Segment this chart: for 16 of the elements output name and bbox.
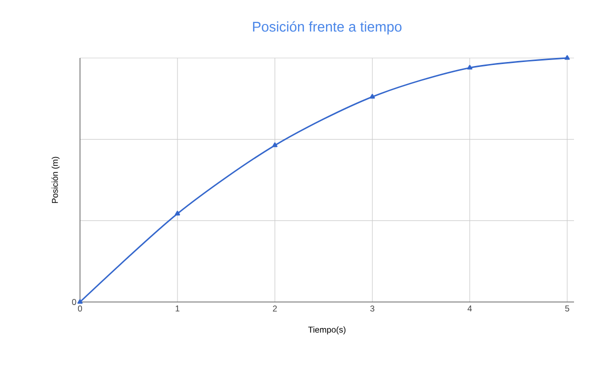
point — [272, 142, 278, 148]
y-axis-title: Posición (m) — [52, 156, 60, 203]
x-tick-label: 4 — [468, 306, 472, 312]
x-tick-label: 3 — [370, 306, 374, 312]
x-tick-label: 2 — [272, 306, 277, 312]
x-tick-label: 5 — [565, 306, 570, 312]
chart-title: Posición frente a tiempo — [253, 21, 402, 34]
x-tick-label: 1 — [176, 306, 180, 312]
point — [467, 64, 472, 70]
point — [77, 299, 83, 304]
text: 0 — [72, 298, 76, 306]
x-tick-label: 0 — [78, 306, 82, 312]
point — [564, 55, 570, 60]
point — [174, 210, 180, 216]
x-axis-title: Tiempo(s) — [308, 326, 346, 334]
point — [370, 94, 375, 99]
